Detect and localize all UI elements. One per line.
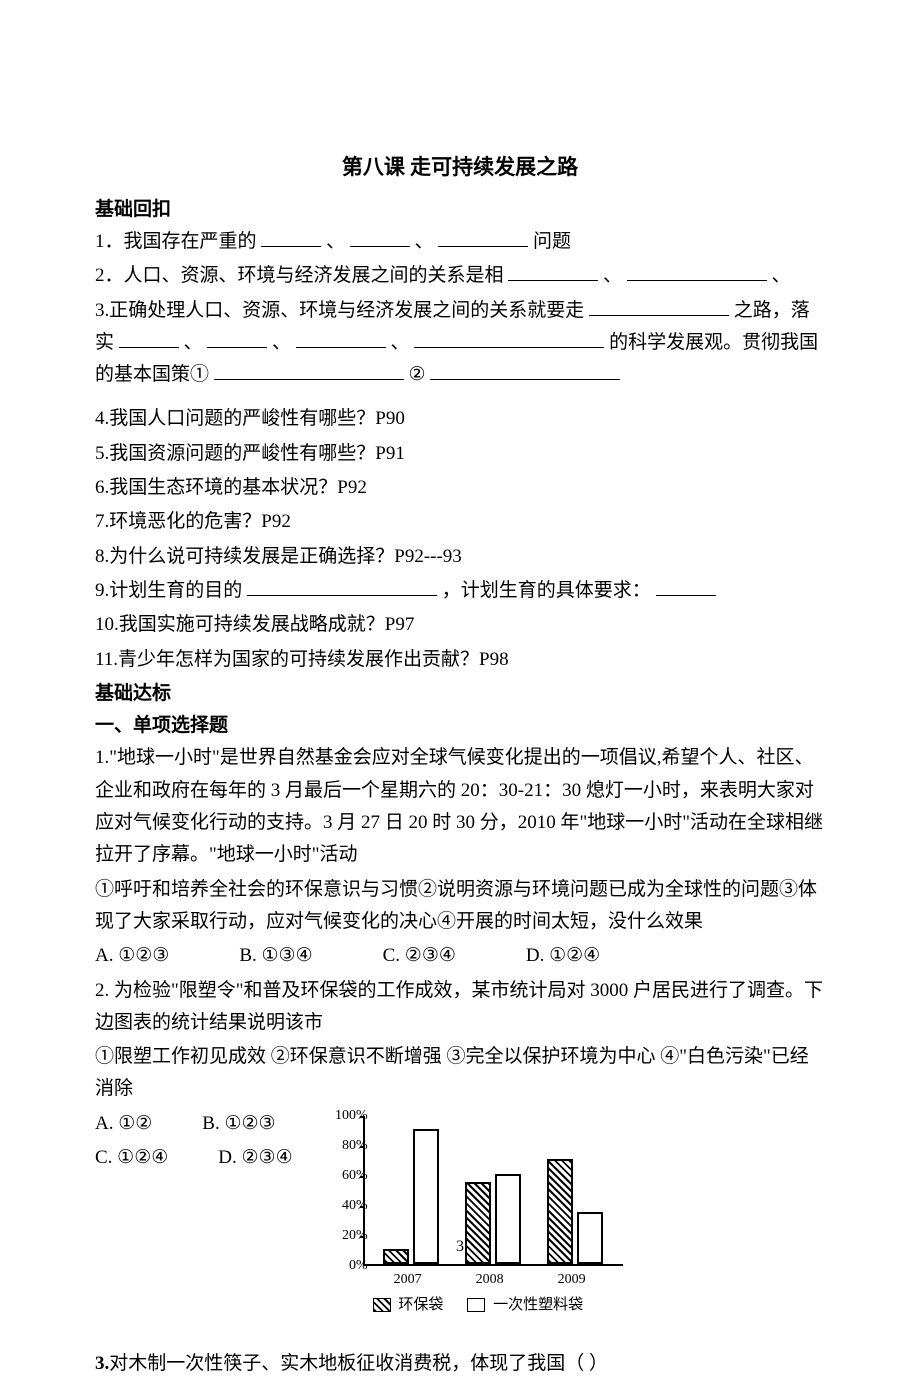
legend-swatch-empty: [467, 1298, 485, 1312]
bar-chart: 100% 80% 60% 40% 20% 0% 2007 2008 2009 环…: [313, 1108, 633, 1328]
opt-b: B. ①②③: [202, 1108, 275, 1140]
legend-swatch-hatched: [373, 1298, 391, 1312]
q1-text-2: 问题: [533, 231, 571, 252]
opt-d: D. ①②④: [526, 940, 600, 972]
x-label-2008: 2008: [476, 1268, 504, 1292]
review-q6: 6.我国生态环境的基本状况？P92: [95, 472, 825, 504]
opt-a: A. ①②: [95, 1108, 152, 1140]
q1-text-1: 1．我国存在严重的: [95, 231, 261, 252]
blank: [656, 577, 716, 596]
blank: [438, 228, 528, 247]
opt-d: D. ②③④: [218, 1142, 292, 1174]
mcq-q1-stmts: ①呼吁和培养全社会的环保意识与习惯②说明资源与环境问题已成为全球性的问题③体现了…: [95, 874, 825, 939]
q2-row: A. ①② B. ①②③ C. ①②④ D. ②③④ 100% 80% 60% …: [95, 1108, 825, 1328]
tick: [360, 1206, 365, 1208]
mcq-q3-text: 3.对木制一次性筷子、实木地板征收消费税，体现了我国（ ）: [95, 1348, 825, 1380]
legend-label-plastic: 一次性塑料袋: [493, 1297, 583, 1313]
tick: [360, 1116, 365, 1118]
bar-2009-env: [547, 1159, 573, 1264]
section-basics-standard: 基础达标: [95, 678, 825, 710]
blank: [207, 329, 267, 348]
review-q3: 3.正确处理人口、资源、环境与经济发展之间的关系就要走 之路，落实 、 、 、 …: [95, 295, 825, 392]
section-basics-review: 基础回扣: [95, 194, 825, 226]
bar-2008-env: [465, 1182, 491, 1264]
bar-2007-plastic: [413, 1129, 439, 1264]
blank: [296, 329, 386, 348]
opt-c: C. ①②④: [95, 1142, 168, 1174]
review-q2: 2．人口、资源、环境与经济发展之间的关系是相 、 、: [95, 260, 825, 292]
q2-text: 2．人口、资源、环境与经济发展之间的关系是相: [95, 265, 508, 286]
sep: 、: [772, 265, 791, 286]
tick: [360, 1146, 365, 1148]
sep: 、: [184, 332, 203, 353]
mcq-q2-text: 2. 为检验"限塑令"和普及环保袋的工作成效，某市统计局对 3000 户居民进行…: [95, 975, 825, 1040]
review-q1: 1．我国存在严重的 、 、 问题: [95, 226, 825, 258]
bar-2009-plastic: [577, 1212, 603, 1264]
legend-label-env: 环保袋: [398, 1297, 443, 1313]
review-q7: 7.环境恶化的危害？P92: [95, 506, 825, 538]
sep: 、: [326, 231, 345, 252]
blank: [627, 262, 767, 281]
review-q9: 9.计划生育的目的 ，计划生育的具体要求：: [95, 575, 825, 607]
blank: [214, 361, 404, 380]
blank: [508, 262, 598, 281]
mcq-header: 一、单项选择题: [95, 710, 825, 742]
opt-a: A. ①②③: [95, 940, 169, 972]
review-q4: 4.我国人口问题的严峻性有哪些？P90: [95, 403, 825, 435]
legend-item-env: 环保袋: [373, 1293, 444, 1319]
chart-legend: 环保袋 一次性塑料袋: [373, 1293, 653, 1319]
tick: [360, 1176, 365, 1178]
q9-text-2: ，计划生育的具体要求：: [442, 580, 651, 601]
bar-2007-env: [383, 1249, 409, 1264]
blank: [119, 329, 179, 348]
mcq-q2-stmts: ①限塑工作初见成效 ②环保意识不断增强 ③完全以保护环境为中心 ④"白色污染"已…: [95, 1041, 825, 1106]
legend-item-plastic: 一次性塑料袋: [467, 1293, 583, 1319]
review-q10: 10.我国实施可持续发展战略成就？P97: [95, 609, 825, 641]
q3-rest: 对木制一次性筷子、实木地板征收消费税，体现了我国（ ）: [109, 1353, 608, 1374]
mcq-q1-options: A. ①②③ B. ①③④ C. ②③④ D. ①②④: [95, 940, 825, 972]
sep: 、: [272, 332, 291, 353]
page-number: 3: [456, 1233, 464, 1260]
q3-bold: 3.: [95, 1353, 109, 1374]
sep: 、: [415, 231, 434, 252]
lesson-title: 第八课 走可持续发展之路: [95, 150, 825, 186]
q3-text-1: 3.正确处理人口、资源、环境与经济发展之间的关系就要走: [95, 300, 584, 321]
sep: 、: [603, 265, 622, 286]
blank: [247, 577, 437, 596]
review-q8: 8.为什么说可持续发展是正确选择？P92---93: [95, 541, 825, 573]
q9-text-1: 9.计划生育的目的: [95, 580, 242, 601]
x-label-2009: 2009: [558, 1268, 586, 1292]
sep: 、: [391, 332, 410, 353]
mcq-q2-options: A. ①② B. ①②③ C. ①②④ D. ②③④: [95, 1108, 293, 1177]
blank: [589, 297, 729, 316]
opt-b: B. ①③④: [239, 940, 312, 972]
blank: [414, 329, 604, 348]
review-q5: 5.我国资源问题的严峻性有哪些？P91: [95, 438, 825, 470]
mcq-q1-text: 1."地球一小时"是世界自然基金会应对全球气候变化提出的一项倡议,希望个人、社区…: [95, 742, 825, 871]
chart-plot-area: [363, 1116, 623, 1266]
opt-c: C. ②③④: [383, 940, 456, 972]
q3-circle2: ②: [409, 364, 426, 385]
review-q11: 11.青少年怎样为国家的可持续发展作出贡献？P98: [95, 644, 825, 676]
tick: [360, 1236, 365, 1238]
bar-2008-plastic: [495, 1174, 521, 1264]
x-label-2007: 2007: [394, 1268, 422, 1292]
blank: [350, 228, 410, 247]
blank: [430, 361, 620, 380]
blank: [261, 228, 321, 247]
